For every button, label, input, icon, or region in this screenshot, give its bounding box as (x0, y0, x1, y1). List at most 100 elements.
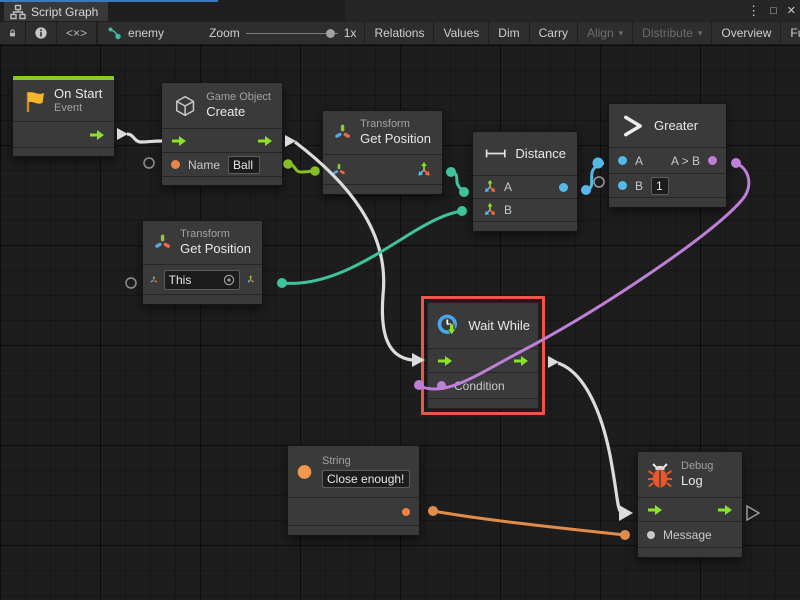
wire-onstart-to-create[interactable] (117, 128, 163, 144)
lock-icon (9, 29, 16, 37)
unconnected-port-hint (143, 157, 155, 169)
port-label: Message (663, 527, 712, 542)
port-label: A (504, 180, 513, 194)
condition-in-port[interactable] (437, 381, 446, 390)
node-title: Distance (515, 146, 566, 161)
wire-getpositionbottom-to-distance-b[interactable] (277, 206, 467, 288)
align-dropdown[interactable]: Align ▾ (578, 22, 634, 44)
wire-waitwhile-to-log[interactable] (548, 356, 633, 521)
vector3-in-port-a[interactable] (482, 179, 498, 195)
result-label: A > B (670, 153, 700, 168)
node-category: Transform (360, 117, 410, 130)
wire-create-to-getposition[interactable] (283, 159, 320, 176)
b-in-port[interactable] (618, 181, 627, 190)
name-value-field[interactable] (228, 155, 261, 174)
window-menu-icon[interactable]: ⋮ (747, 2, 761, 18)
toolbar-spacer (97, 22, 99, 44)
a-in-port[interactable] (618, 156, 627, 165)
node-get-position-bottom[interactable]: Transform Get Position (142, 220, 263, 305)
b-value-field[interactable] (651, 176, 670, 195)
carry-button[interactable]: Carry (530, 22, 578, 44)
chevron-down-icon: ▾ (618, 27, 624, 38)
port-label: A (635, 153, 644, 168)
maximize-icon[interactable]: □ (770, 4, 777, 17)
overview-button[interactable]: Overview (712, 22, 782, 44)
graph-name: enemy (128, 26, 165, 40)
string-icon (297, 464, 312, 479)
flow-out-port[interactable] (513, 355, 529, 367)
flag-icon (26, 91, 44, 112)
zoom-control: Zoom 1x (201, 22, 364, 44)
vector3-out-port[interactable] (415, 161, 433, 179)
node-title: Get Position (360, 131, 431, 147)
vector3-out-port[interactable] (246, 271, 255, 288)
node-get-position-top[interactable]: Transform Get Position (322, 110, 443, 195)
transform-in-port[interactable] (332, 163, 346, 177)
close-icon[interactable]: ✕ (786, 5, 796, 17)
transform-in-port[interactable] (150, 273, 158, 287)
zoom-slider-handle[interactable] (325, 28, 335, 38)
port-label: Name (188, 157, 221, 172)
flow-out-port[interactable] (257, 135, 273, 147)
distribute-dropdown[interactable]: Distribute ▾ (633, 22, 713, 44)
name-input-port[interactable] (171, 160, 180, 169)
full-screen-button[interactable]: Full Screen (790, 26, 800, 40)
graph-toolbar: <×> enemy Zoom 1x Relations Values Dim C… (0, 21, 800, 45)
flow-in-port[interactable] (437, 355, 453, 367)
relations-button[interactable]: Relations (364, 22, 435, 44)
transform-icon (335, 124, 350, 138)
chevron-down-icon: ▾ (697, 27, 703, 38)
vector3-in-port-b[interactable] (482, 202, 498, 218)
object-picker-icon[interactable] (223, 274, 235, 286)
unconnected-flow-hint (746, 504, 761, 522)
node-category: Transform (180, 227, 230, 240)
values-button[interactable]: Values (434, 22, 490, 44)
lock-button[interactable] (0, 22, 26, 44)
wire-distance-to-greater-a[interactable] (581, 157, 605, 196)
node-on-start[interactable]: On Start Event (12, 75, 115, 157)
node-distance[interactable]: Distance A B (472, 131, 578, 232)
greater-than-icon (624, 115, 642, 136)
zoom-slider[interactable] (245, 28, 338, 38)
string-out-port[interactable] (402, 507, 410, 516)
node-string-literal[interactable]: String (287, 445, 420, 536)
node-title: Log (681, 473, 703, 489)
target-value-input[interactable] (168, 272, 221, 287)
bug-icon (647, 462, 673, 487)
transform-icon (155, 234, 170, 248)
wire-string-to-message[interactable] (428, 506, 630, 540)
node-debug-log[interactable]: Debug Log Message (637, 451, 743, 558)
unconnected-port-hint (125, 277, 137, 289)
port-label: Condition (454, 378, 505, 393)
port-label: B (635, 178, 644, 193)
code-preview-button[interactable]: <×> (57, 22, 98, 44)
inspect-button[interactable] (26, 22, 57, 44)
graph-hierarchy-icon (10, 4, 26, 19)
distance-out-port[interactable] (559, 182, 568, 192)
node-title: Get Position (180, 241, 251, 257)
node-greater[interactable]: Greater A A > B B (608, 103, 727, 208)
tab-script-graph[interactable]: Script Graph (4, 2, 109, 21)
port-label: B (504, 203, 513, 217)
flow-in-port[interactable] (647, 504, 663, 516)
graph-canvas[interactable]: On Start Event Game Object Create (0, 45, 800, 600)
result-out-port[interactable] (708, 156, 717, 165)
node-subtitle: Event (54, 101, 83, 114)
node-category: String (322, 454, 351, 467)
node-create-game-object[interactable]: Game Object Create Name (161, 82, 283, 186)
flow-out-port[interactable] (89, 129, 105, 141)
distance-icon (485, 149, 506, 158)
target-object-field[interactable] (163, 269, 240, 290)
node-title: Wait While (468, 318, 530, 333)
tab-title: Script Graph (31, 4, 99, 19)
message-in-port[interactable] (647, 530, 655, 539)
flow-in-port[interactable] (171, 135, 187, 147)
flow-out-port[interactable] (717, 504, 733, 516)
graph-breadcrumb[interactable]: enemy (98, 22, 173, 44)
node-wait-while[interactable]: Wait While Condition (427, 302, 539, 409)
zoom-slider-track (245, 32, 338, 34)
string-value-field[interactable] (322, 470, 410, 489)
wait-clock-icon (437, 314, 457, 336)
dim-button[interactable]: Dim (489, 22, 530, 44)
wire-getpositiontop-to-distance-a[interactable] (446, 167, 469, 197)
